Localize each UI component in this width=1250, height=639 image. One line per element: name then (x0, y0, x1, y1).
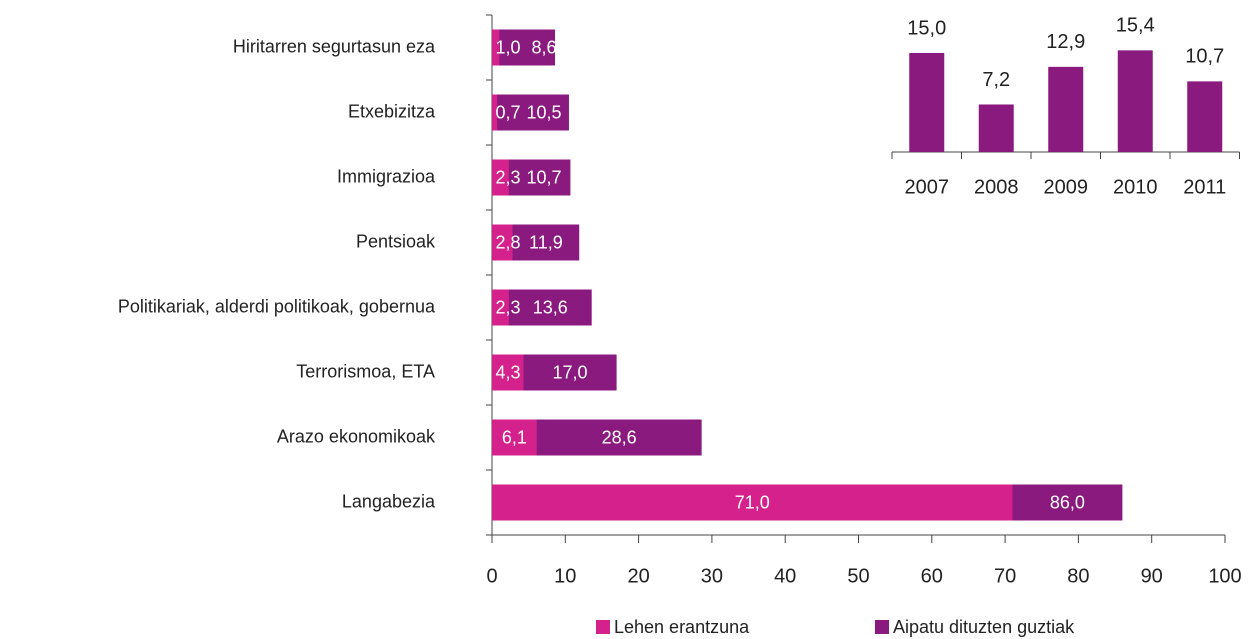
x-tick-label: 0 (486, 565, 497, 587)
bar (1048, 66, 1084, 152)
value-label: 2,3 (495, 167, 520, 187)
value-label: 4,3 (495, 362, 520, 382)
category-label: Hiritarren segurtasun eza (233, 36, 436, 56)
value-label: 13,6 (533, 297, 568, 317)
value-label: 1,0 (495, 37, 520, 57)
x-tick-label: 70 (994, 565, 1016, 587)
bar (909, 53, 945, 152)
x-tick-label: 20 (627, 565, 649, 587)
category-label: Immigrazioa (337, 166, 436, 186)
value-label: 8,6 (531, 37, 556, 57)
bar-first (492, 159, 509, 196)
value-label: 6,1 (502, 427, 527, 447)
category-label: Langabezia (342, 491, 436, 511)
value-label: 7,2 (982, 69, 1010, 91)
value-label: 10,7 (1185, 46, 1224, 68)
value-label: 86,0 (1050, 492, 1085, 512)
value-label: 10,5 (526, 102, 561, 122)
x-tick-label: 50 (847, 565, 869, 587)
value-label: 11,9 (529, 232, 563, 252)
x-tick-label: 10 (554, 565, 576, 587)
category-label: Pentsioak (356, 231, 436, 251)
value-label: 15,4 (1116, 15, 1155, 37)
bar-first (492, 29, 500, 66)
bar-total (492, 29, 556, 66)
bar-first (492, 289, 509, 326)
legend-swatch (875, 620, 889, 634)
x-tick-label: 2007 (905, 176, 950, 198)
x-tick-label: 90 (1141, 565, 1163, 587)
x-tick-label: 60 (921, 565, 943, 587)
bar-total (492, 94, 569, 131)
legend-label: Lehen erantzuna (614, 617, 750, 637)
value-label: 2,3 (495, 297, 520, 317)
value-label: 15,0 (907, 17, 946, 39)
legend-label: Aipatu dituzten guztiak (893, 617, 1075, 637)
x-tick-label: 2008 (974, 176, 1019, 198)
bar-first (492, 354, 524, 391)
value-label: 12,9 (1046, 31, 1085, 53)
x-tick-label: 30 (701, 565, 723, 587)
category-label: Arazo ekonomikoak (277, 426, 436, 446)
x-tick-label: 80 (1067, 565, 1089, 587)
category-label: Etxebizitza (348, 101, 436, 121)
value-label: 0,7 (495, 102, 520, 122)
x-tick-label: 2010 (1113, 176, 1158, 198)
value-label: 2,8 (495, 232, 520, 252)
value-label: 71,0 (735, 492, 770, 512)
x-tick-label: 100 (1208, 565, 1241, 587)
bar (1187, 81, 1223, 152)
bar-first (492, 484, 1013, 521)
category-label: Terrorismoa, ETA (296, 361, 435, 381)
value-label: 28,6 (602, 427, 637, 447)
category-label: Politikariak, alderdi politikoak, gobern… (118, 296, 436, 316)
x-tick-label: 2011 (1183, 176, 1226, 198)
bar (1117, 50, 1153, 152)
x-tick-label: 40 (774, 565, 796, 587)
bar (978, 104, 1014, 152)
bar-first (492, 94, 498, 131)
value-label: 10,7 (526, 167, 561, 187)
legend-swatch (596, 620, 610, 634)
value-label: 17,0 (553, 362, 588, 382)
bar-first (492, 224, 513, 261)
x-tick-label: 2009 (1044, 176, 1089, 198)
bar-first (492, 419, 537, 456)
